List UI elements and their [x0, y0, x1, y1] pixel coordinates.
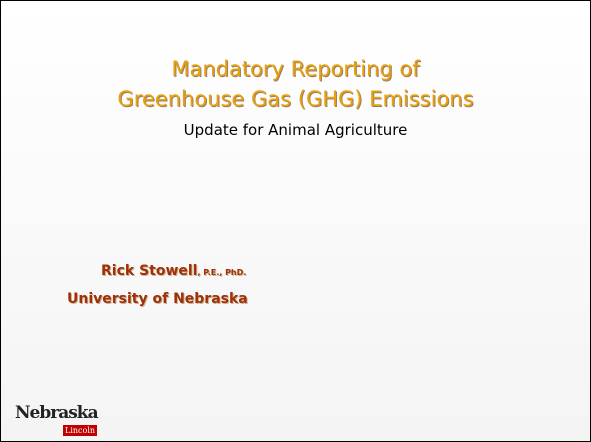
title-line: Mandatory Reporting of — [171, 57, 420, 81]
credentials: , P.E., PhD. — [197, 268, 247, 277]
affiliation: University of Nebraska — [67, 291, 248, 307]
subtitle: Update for Animal Agriculture — [183, 121, 408, 139]
author-name: Rick Stowell — [101, 263, 198, 279]
logo: Nebraska — [15, 403, 99, 423]
logo-sub: Lincoln — [63, 425, 98, 436]
author: Rick Stowell, P.E., PhD. — [101, 263, 246, 279]
title-line: Greenhouse Gas (GHG) Emissions — [117, 87, 474, 111]
